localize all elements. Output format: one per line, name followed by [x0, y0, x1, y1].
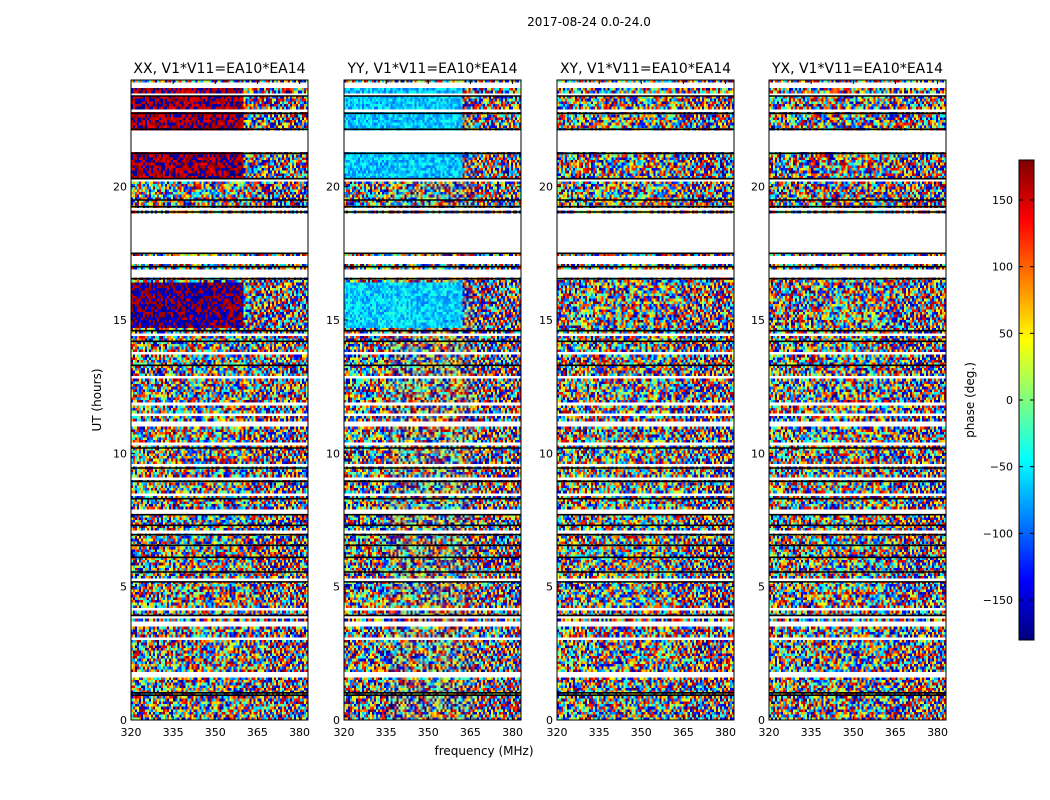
phase-heatmap [769, 80, 946, 720]
phase-heatmap [344, 80, 521, 720]
x-tick-label: 350 [631, 726, 652, 739]
colorbar-tick-label: −50 [990, 461, 1013, 474]
y-tick-label: 15 [751, 314, 765, 327]
x-tick-label: 365 [673, 726, 694, 739]
x-tick-label: 380 [289, 726, 310, 739]
panel-1: XX, V1*V11=EA10*EA14 320 335 350 365 380 0 5 10 1… [113, 61, 310, 739]
y-tick-label: 10 [751, 447, 765, 460]
y-axis-label: UT (hours) [90, 368, 104, 431]
colorbar-tick-label: −150 [983, 594, 1013, 607]
panel-2: YY, V1*V11=EA10*EA14 320 335 350 365 380 0 5 10 1… [326, 61, 523, 739]
y-tick-label: 5 [758, 581, 765, 594]
x-axis-label: frequency (MHz) [434, 744, 533, 758]
y-tick-label: 0 [120, 714, 127, 727]
axes-frame [768, 79, 947, 721]
panel-title: XX, V1*V11=EA10*EA14 [133, 61, 305, 77]
x-tick-label: 320 [759, 726, 780, 739]
axes-frame [130, 79, 309, 721]
colorbar-tick-label: 100 [992, 261, 1013, 274]
colorbar: 150 100 50 0 −50 −100 −150 phase (deg.) [963, 159, 1035, 641]
x-tick-label: 320 [334, 726, 355, 739]
y-tick-label: 5 [546, 581, 553, 594]
colorbar-label: phase (deg.) [963, 362, 977, 438]
figure-suptitle: 2017-08-24 0.0-24.0 [527, 15, 651, 29]
x-tick-label: 320 [121, 726, 142, 739]
colorbar-ticks: 150 100 50 0 −50 −100 −150 [983, 194, 1034, 607]
x-tick-label: 350 [843, 726, 864, 739]
y-tick-label: 15 [539, 314, 553, 327]
panels: XX, V1*V11=EA10*EA14 320 335 350 365 380 0 5 10 1… [113, 61, 948, 739]
phase-heatmap [557, 80, 734, 720]
y-tick-label: 10 [326, 447, 340, 460]
y-tick-label: 20 [326, 181, 340, 194]
colorbar-tick-label: −100 [983, 527, 1013, 540]
panel-title: YX, V1*V11=EA10*EA14 [771, 61, 943, 77]
y-tick-label: 0 [758, 714, 765, 727]
x-tick-label: 380 [715, 726, 736, 739]
x-tick-label: 380 [927, 726, 948, 739]
x-tick-label: 365 [460, 726, 481, 739]
y-tick-label: 0 [546, 714, 553, 727]
colorbar-tick-label: 50 [999, 327, 1013, 340]
y-tick-label: 20 [113, 181, 127, 194]
y-tick-label: 5 [120, 581, 127, 594]
x-tick-label: 335 [801, 726, 822, 739]
panel-4: YX, V1*V11=EA10*EA14 320 335 350 365 380 0 5 10 1… [751, 61, 948, 739]
x-tick-label: 350 [418, 726, 439, 739]
x-tick-label: 335 [589, 726, 610, 739]
phase-heatmap [131, 80, 308, 720]
y-tick-label: 5 [333, 581, 340, 594]
axes-frame [343, 79, 522, 721]
y-tick-label: 15 [326, 314, 340, 327]
y-tick-label: 0 [333, 714, 340, 727]
x-tick-label: 335 [376, 726, 397, 739]
panel-title: YY, V1*V11=EA10*EA14 [346, 61, 517, 77]
panel-title: XY, V1*V11=EA10*EA14 [560, 61, 731, 77]
y-tick-label: 15 [113, 314, 127, 327]
x-tick-label: 365 [885, 726, 906, 739]
x-tick-label: 335 [163, 726, 184, 739]
y-tick-label: 20 [751, 181, 765, 194]
x-tick-label: 380 [502, 726, 523, 739]
y-tick-label: 10 [539, 447, 553, 460]
x-tick-label: 320 [547, 726, 568, 739]
colorbar-tick-label: 0 [1006, 394, 1013, 407]
colorbar-tick-label: 150 [992, 194, 1013, 207]
x-tick-label: 365 [247, 726, 268, 739]
x-tick-label: 350 [205, 726, 226, 739]
axes-frame [556, 79, 735, 721]
panel-3: XY, V1*V11=EA10*EA14 320 335 350 365 380 0 5 10 1… [539, 61, 736, 739]
y-tick-label: 20 [539, 181, 553, 194]
y-tick-label: 10 [113, 447, 127, 460]
